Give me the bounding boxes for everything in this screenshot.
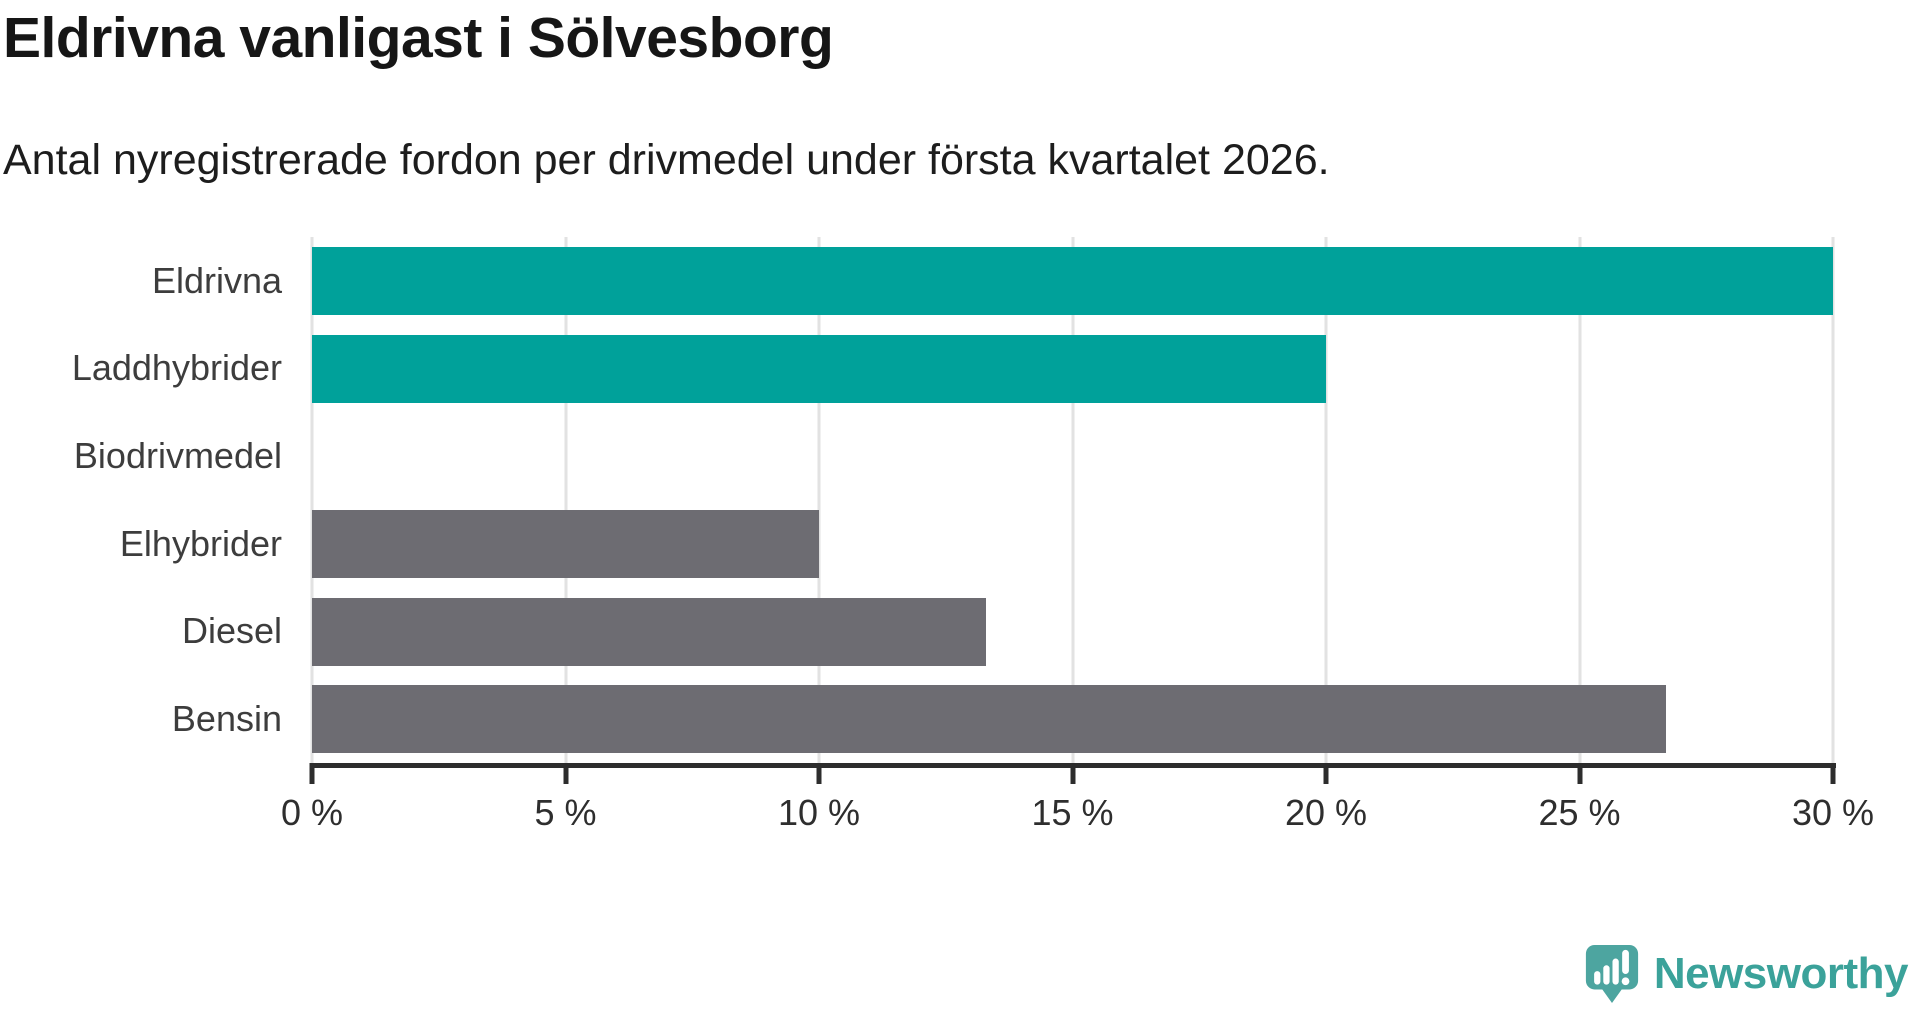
x-axis-tick (1070, 763, 1075, 784)
x-axis-tick (563, 763, 568, 784)
gridline (1071, 237, 1074, 763)
category-label: Eldrivna (151, 259, 282, 301)
newsworthy-speech-bubble-chart-icon (1585, 945, 1638, 1003)
gridline (310, 237, 314, 763)
category-label: Elhybrider (119, 522, 282, 564)
bar-laddhybrider (312, 334, 1326, 403)
x-axis-tick-label: 30 % (1791, 792, 1875, 833)
gridline (564, 237, 567, 763)
bar-diesel (312, 597, 987, 666)
newsworthy-brand-text: Newsworthy (1653, 949, 1909, 998)
bar-elhybrider (312, 509, 819, 578)
x-axis-tick (816, 763, 822, 784)
x-axis-tick-label: 25 % (1538, 792, 1621, 833)
category-label: Biodrivmedel (73, 435, 282, 477)
category-axis-labels: Eldrivna Laddhybrider Biodrivmedel Elhybrid… (0, 237, 282, 763)
newsworthy-logo[interactable]: Newsworthy (1583, 942, 1909, 1006)
category-label: Diesel (181, 610, 282, 652)
bar-bensin (312, 685, 1666, 754)
x-axis-tick-label: 0 % (280, 792, 344, 833)
x-axis-tick-label: 20 % (1284, 792, 1368, 833)
x-axis-tick (1323, 763, 1329, 784)
x-axis-tick-label: 5 % (534, 792, 597, 833)
chart-subtitle: Antal nyregistrerade fordon per drivmede… (3, 136, 1330, 184)
x-axis-tick (309, 763, 315, 784)
x-axis-tick (1577, 763, 1582, 784)
x-axis-tick-label: 10 % (777, 792, 861, 833)
gridline (1831, 237, 1835, 763)
bar-eldrivna (312, 246, 1833, 315)
plot-area (310, 237, 1835, 763)
x-axis-tick (1830, 763, 1836, 784)
category-label: Laddhybrider (71, 347, 282, 389)
x-axis-tick-label: 15 % (1031, 792, 1114, 833)
chart-title: Eldrivna vanligast i Sölvesborg (3, 6, 834, 70)
gridline (1578, 237, 1581, 763)
category-label: Bensin (171, 698, 282, 740)
gridline (817, 237, 821, 763)
gridline (1324, 237, 1328, 763)
